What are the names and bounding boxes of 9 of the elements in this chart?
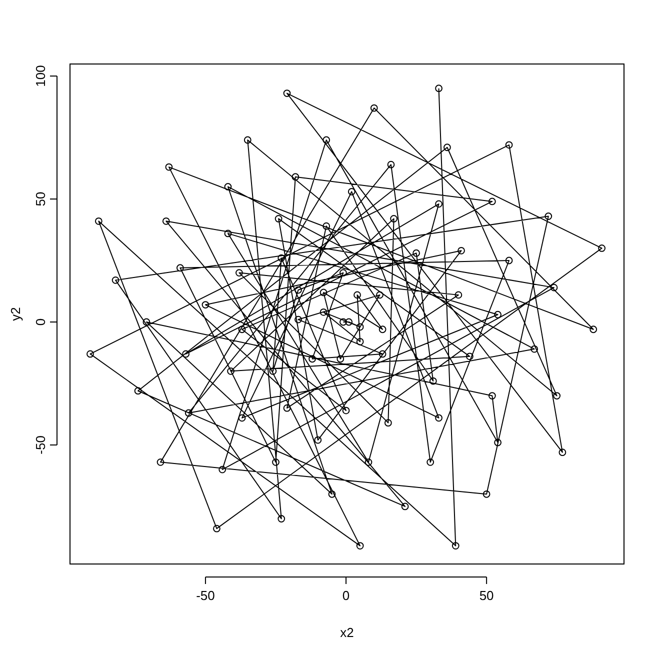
y-tick-label: 0 bbox=[33, 318, 48, 326]
y-tick-label: 50 bbox=[33, 192, 48, 206]
x-tick-label: 0 bbox=[342, 588, 350, 603]
x-tick-label: 50 bbox=[479, 588, 494, 603]
x-axis-title: x2 bbox=[340, 625, 354, 640]
y-tick-label: 100 bbox=[33, 65, 48, 87]
y-axis-title: y2 bbox=[8, 307, 23, 321]
x-tick-label: -50 bbox=[196, 588, 215, 603]
y-tick-label: -50 bbox=[33, 436, 48, 454]
